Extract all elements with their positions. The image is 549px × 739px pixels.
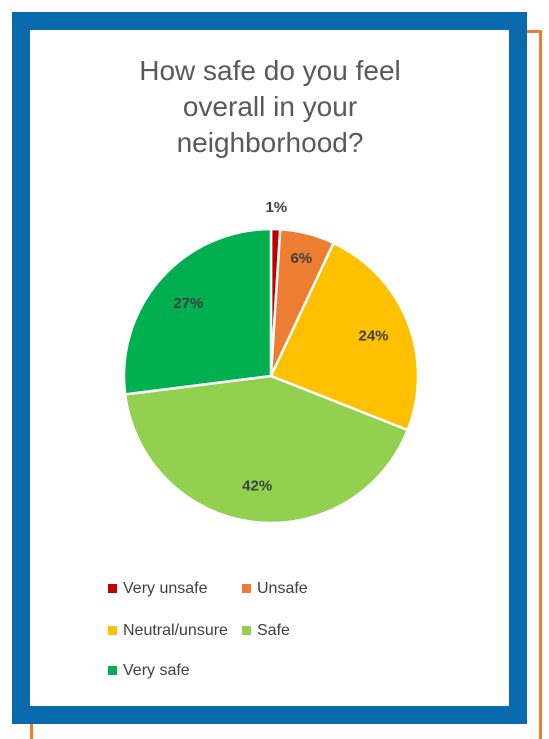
legend-label-safe: Safe [257, 622, 290, 639]
legend-label-unsafe: Unsafe [257, 580, 308, 597]
legend-label-very-unsafe: Very unsafe [123, 580, 208, 597]
chart-title-line-3: neighborhood? [177, 127, 364, 158]
pie-slice-safe [123, 374, 410, 525]
legend-swatch-very-unsafe [108, 584, 117, 593]
chart-legend: Very unsafe Unsafe Neutral/unsure Safe Very … [108, 580, 308, 679]
pie-chart: How safe do you feel overall in your neigh… [108, 55, 420, 679]
data-label-safe: 42% [242, 477, 272, 494]
chart-title: How safe do you feel overall in your neigh… [139, 55, 401, 158]
pie-slices [122, 227, 420, 525]
legend-swatch-safe [242, 626, 251, 635]
legend-label-neutral-unsure: Neutral/unsure [123, 622, 228, 639]
legend-label-very-safe: Very safe [123, 662, 190, 679]
legend-swatch-neutral-unsure [108, 626, 117, 635]
legend-swatch-very-safe [108, 666, 117, 675]
data-labels: 1% 6% 24% 42% 27% [173, 199, 388, 494]
data-label-unsafe: 6% [290, 250, 312, 267]
data-label-very-safe: 27% [173, 295, 203, 312]
legend-swatch-unsafe [242, 584, 251, 593]
chart-title-line-2: overall in your [183, 91, 357, 122]
pie-slice-very-safe [122, 227, 273, 396]
data-label-very-unsafe: 1% [265, 199, 287, 216]
pie-slice-neutral-unsure [269, 241, 420, 432]
data-label-neutral-unsure: 24% [358, 327, 388, 344]
chart-title-line-1: How safe do you feel [139, 55, 401, 86]
